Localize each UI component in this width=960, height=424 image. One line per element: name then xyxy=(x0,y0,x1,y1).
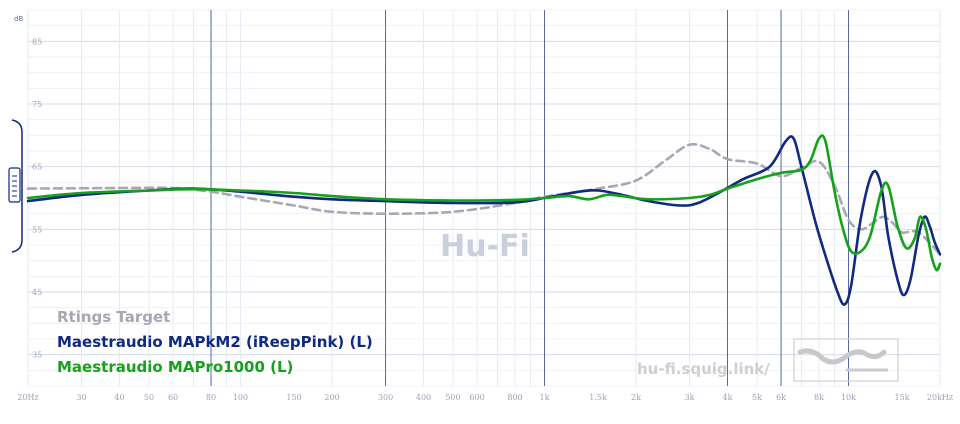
x-tick-label: 80 xyxy=(206,393,216,402)
x-tick-label: 2k xyxy=(631,393,641,402)
chart-grid xyxy=(27,9,941,387)
x-tick-label: 5k xyxy=(752,393,762,402)
x-tick-label: 150 xyxy=(286,393,301,402)
x-tick-label: 50 xyxy=(144,393,154,402)
x-tick-label: 500 xyxy=(445,393,460,402)
y-tick-label: 45 xyxy=(32,288,42,297)
x-tick-label: 400 xyxy=(416,393,431,402)
squiglink-logo xyxy=(793,338,899,382)
x-tick-label: 20Hz xyxy=(17,393,38,402)
x-tick-label: 600 xyxy=(469,393,484,402)
y-tick-label: 65 xyxy=(32,163,42,172)
y-tick-label: 85 xyxy=(32,37,42,46)
x-tick-label: 800 xyxy=(507,393,522,402)
x-tick-label: 1.5k xyxy=(589,393,607,402)
x-tick-label: 20kHz xyxy=(927,393,953,402)
series-line-2[interactable] xyxy=(26,134,942,272)
y-tick-label: 75 xyxy=(32,100,42,109)
x-axis: 20Hz 30 40 50 60 80 100 150 200 300 400 500 600 800 1k… xyxy=(17,393,953,402)
x-tick-label: 6k xyxy=(776,393,786,402)
legend: Rtings Target Maestraudio MAPkM2 (iReepPi… xyxy=(57,308,373,376)
y-unit-label: dB xyxy=(14,15,23,23)
series-lines xyxy=(26,134,942,306)
y-tick-label: 35 xyxy=(32,351,42,360)
x-tick-label: 40 xyxy=(114,393,124,402)
x-tick-label: 30 xyxy=(76,393,86,402)
y-axis: 85 75 65 55 45 35 xyxy=(32,37,42,359)
x-tick-label: 10k xyxy=(841,393,856,402)
y-tick-label: 55 xyxy=(32,225,42,234)
x-tick-label: 1k xyxy=(540,393,550,402)
legend-entry-0[interactable]: Rtings Target xyxy=(57,308,170,326)
legend-entry-1[interactable]: Maestraudio MAPkM2 (iReepPink) (L) xyxy=(57,333,373,351)
x-tick-label: 15k xyxy=(895,393,910,402)
x-tick-label: 4k xyxy=(723,393,733,402)
hu-fi-watermark: Hu-Fi xyxy=(440,229,530,264)
series-line-1[interactable] xyxy=(26,135,942,306)
x-tick-label: 8k xyxy=(814,393,824,402)
x-tick-label: 100 xyxy=(233,393,248,402)
x-tick-label: 300 xyxy=(378,393,393,402)
site-url: hu-fi.squig.link/ xyxy=(637,360,770,378)
y-scale-handle[interactable] xyxy=(8,119,23,253)
x-tick-label: 200 xyxy=(324,393,339,402)
legend-entry-2[interactable]: Maestraudio MAPro1000 (L) xyxy=(57,358,293,376)
x-tick-label: 3k xyxy=(685,393,695,402)
x-tick-label: 60 xyxy=(168,393,178,402)
